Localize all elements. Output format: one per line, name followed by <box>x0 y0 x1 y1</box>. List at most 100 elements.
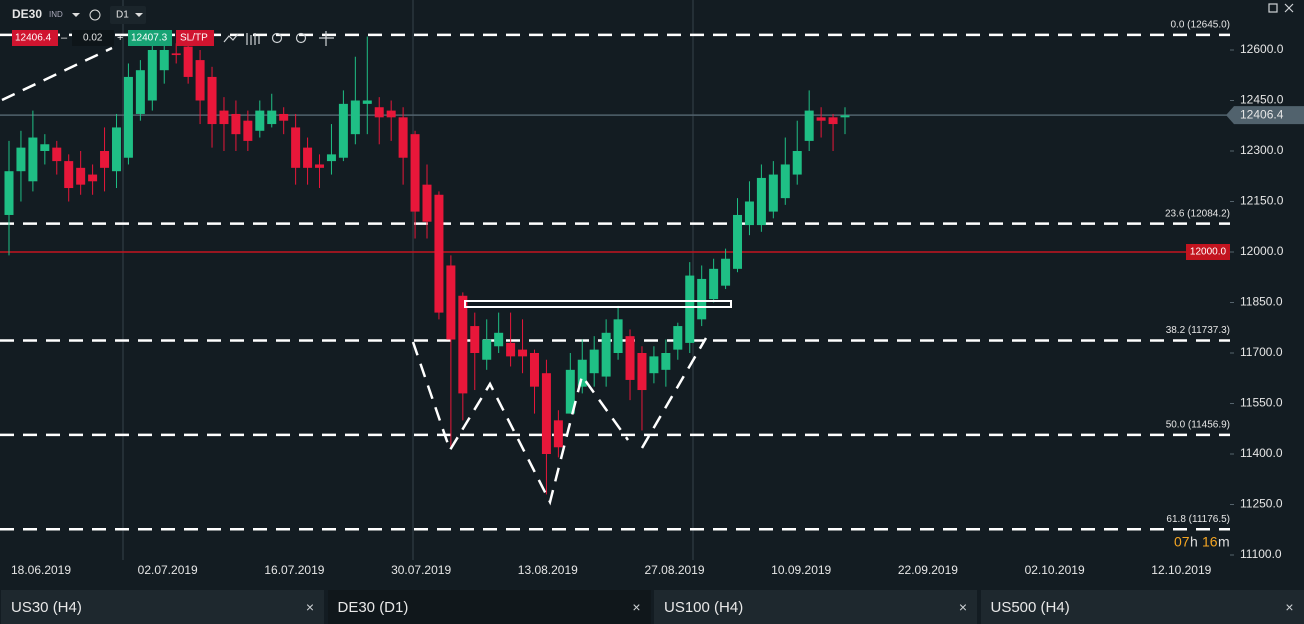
pattern-line <box>640 337 708 449</box>
candle-body <box>135 70 145 114</box>
line-tool[interactable] <box>223 33 239 43</box>
candle-body <box>255 110 265 131</box>
zoom-in[interactable] <box>295 32 307 44</box>
buy-button[interactable] <box>128 30 172 46</box>
tab-close[interactable]: × <box>1285 599 1294 615</box>
candles <box>4 36 850 495</box>
candle-body <box>291 127 301 168</box>
market: IND <box>49 10 63 19</box>
chart: 0.0 (12645.0) 23.6 (12084.2) 38.2 (11737.3… <box>0 0 1304 577</box>
candle-body <box>613 319 623 354</box>
close-window[interactable] <box>1284 3 1294 13</box>
x-tick-label: 13.08.2019 <box>518 563 578 577</box>
dropdown[interactable] <box>135 13 143 17</box>
tab-close[interactable]: × <box>305 599 314 615</box>
info-icon[interactable] <box>89 9 101 21</box>
candle-body <box>267 110 277 125</box>
tab-close[interactable]: × <box>632 599 641 615</box>
y-tick-label: 11250.0 <box>1240 497 1283 511</box>
y-tick-label: 11850.0 <box>1240 295 1283 309</box>
price-tag <box>1226 106 1304 125</box>
plus[interactable]: + <box>117 32 123 44</box>
tab[interactable]: DE30 (D1) × <box>327 590 651 624</box>
candle-body <box>183 46 193 77</box>
timeframe-box[interactable] <box>110 6 146 24</box>
candle-body <box>768 174 778 212</box>
window-controls <box>1268 3 1294 13</box>
y-tick-label: 12600.0 <box>1240 42 1284 56</box>
x-tick-label: 18.06.2019 <box>11 563 71 577</box>
candle-body <box>243 120 253 141</box>
timer-m: m <box>1218 534 1230 550</box>
tab-title: US500 (H4) <box>990 598 1070 616</box>
tab-title: US100 (H4) <box>664 598 744 616</box>
candle-body <box>589 349 599 374</box>
x-tick-label: 10.09.2019 <box>771 563 831 577</box>
minimize[interactable] <box>1268 3 1278 13</box>
candle-body <box>792 150 802 175</box>
x-tick-label: 02.10.2019 <box>1025 563 1085 577</box>
lot-box[interactable] <box>72 30 114 46</box>
candle-body <box>88 174 98 182</box>
y-tick-label: 11100.0 <box>1240 547 1282 561</box>
fib-label: 61.8 (11176.5) <box>1166 514 1230 525</box>
candle-body <box>207 76 217 125</box>
fib-label: 23.6 (12084.2) <box>1165 208 1230 219</box>
candle-body <box>649 356 659 374</box>
candle-body <box>410 134 420 212</box>
candle-body <box>840 115 850 118</box>
candle-body <box>518 349 528 357</box>
candle-body <box>374 107 384 118</box>
tab[interactable]: US30 (H4) × <box>1 590 324 624</box>
tab[interactable]: US100 (H4) × <box>654 590 977 624</box>
candle-tool[interactable] <box>246 33 260 45</box>
y-tick-label: 12000.0 <box>1240 244 1284 258</box>
tab-title: US30 (H4) <box>11 598 82 616</box>
timer-h: h <box>1190 534 1198 550</box>
candle-body <box>541 373 551 455</box>
y-tick-label: 11400.0 <box>1240 446 1283 460</box>
y-tick-label: 12150.0 <box>1240 194 1284 208</box>
move-tool[interactable] <box>319 31 334 46</box>
candle-body <box>350 100 360 135</box>
fib-label: 38.2 (11737.3) <box>1166 325 1230 336</box>
candle-body <box>673 326 683 350</box>
fib-label: 0.0 (12645.0) <box>1171 19 1231 30</box>
candle-body <box>625 336 635 380</box>
y-axis: 11100.0 11250.0 11400.0 11550.0 11700.0 11850… <box>11 42 1304 577</box>
candle-body <box>529 353 539 387</box>
candle-body <box>338 103 348 158</box>
y-tick-label: 12450.0 <box>1240 93 1284 107</box>
candle-body <box>40 144 50 151</box>
y-tick-label: 11550.0 <box>1240 396 1283 410</box>
candle-body <box>279 113 289 121</box>
candle-body <box>565 369 575 414</box>
trend-line <box>1 46 113 102</box>
candle-body <box>721 258 731 286</box>
sell-price: 12406.4 <box>15 33 52 44</box>
y-tick-label: 12300.0 <box>1240 143 1284 157</box>
x-tick-label: 12.10.2019 <box>1151 563 1211 577</box>
candle-body <box>470 326 480 354</box>
candle-body <box>804 110 814 141</box>
tab-close[interactable]: × <box>958 599 967 615</box>
candle-body <box>828 117 838 125</box>
dropdown[interactable] <box>72 13 80 17</box>
candle-body <box>64 161 74 189</box>
sltp-button[interactable] <box>176 30 214 46</box>
tab[interactable]: US500 (H4) × <box>980 590 1304 624</box>
price-tag-label: 12000.0 <box>1190 247 1227 258</box>
neckline-box <box>464 300 732 308</box>
candle-body <box>52 147 62 162</box>
candle-body <box>601 332 611 377</box>
sell-button[interactable] <box>12 30 58 46</box>
price-tag-label: 12406.4 <box>1240 107 1284 121</box>
candle-body <box>16 147 26 172</box>
candle-body <box>28 137 38 182</box>
x-tick-label: 16.07.2019 <box>264 563 324 577</box>
zoom-out[interactable] <box>271 32 283 44</box>
fib-label: 50.0 (11456.9) <box>1166 419 1230 430</box>
minus[interactable]: – <box>61 32 68 44</box>
candle-body <box>553 420 563 448</box>
candle-body <box>386 110 396 118</box>
